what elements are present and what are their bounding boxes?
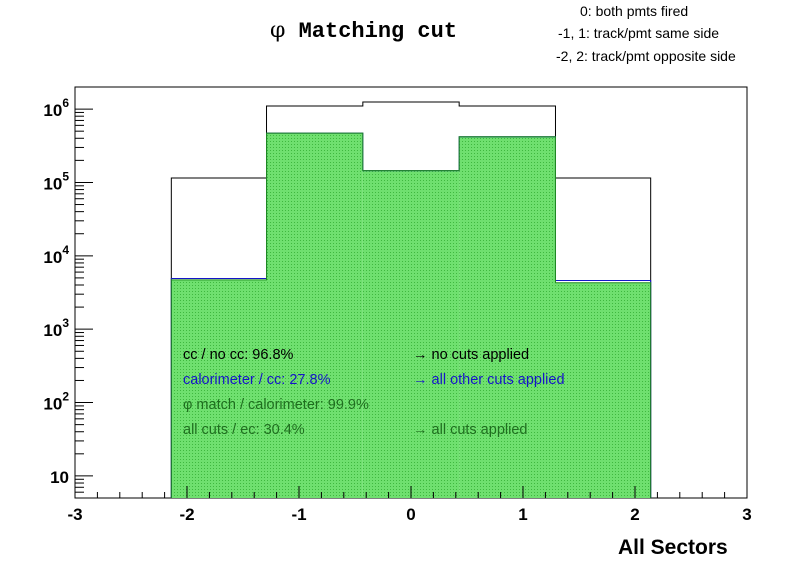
y-tick-label: 10 xyxy=(50,468,69,487)
legend-line-0: 0: both pmts fired xyxy=(580,3,689,19)
annotation-allcuts-left: all cuts / ec: 30.4% xyxy=(183,422,305,438)
title-text: Matching cut xyxy=(298,19,458,44)
legend-line-1: -1, 1: track/pmt same side xyxy=(558,25,720,41)
chart-title: φ Matching cut xyxy=(270,18,457,44)
x-tick-label: -1 xyxy=(291,505,306,524)
y-tick-label: 105 xyxy=(43,169,69,193)
annotation-allcuts-right: → all cuts applied xyxy=(413,422,528,438)
y-tick-label: 103 xyxy=(43,316,69,340)
x-tick-label: -2 xyxy=(179,505,194,524)
x-axis-title: All Sectors xyxy=(618,536,728,559)
legend-line-2: -2, 2: track/pmt opposite side xyxy=(556,48,736,64)
bar-fill-series-2-bin-3 xyxy=(459,136,556,499)
y-tick-label: 104 xyxy=(43,243,69,267)
annotation-calorimeter-right: → all other cuts applied xyxy=(413,372,565,388)
axis-layer: -3 -2 -1 0 1 2 3 10 102 103 104 105 106 xyxy=(43,86,752,524)
x-tick-label: 3 xyxy=(742,505,751,524)
title-phi-symbol: φ xyxy=(270,18,286,43)
annotation-cc-right: → no cuts applied xyxy=(413,347,530,363)
series-outline-2 xyxy=(170,132,652,498)
annotation-cc-left: cc / no cc: 96.8% xyxy=(183,347,294,363)
annotation-calorimeter-left: calorimeter / cc: 27.8% xyxy=(183,372,331,388)
series-outline-0 xyxy=(170,101,652,498)
x-tick-label: 0 xyxy=(406,505,415,524)
y-tick-label: 102 xyxy=(43,390,69,414)
y-tick-label: 106 xyxy=(43,96,69,120)
series-layer xyxy=(170,101,652,499)
bar-fill-series-2-bin-0 xyxy=(171,279,267,498)
x-tick-label: 2 xyxy=(630,505,639,524)
annotation-phi-match-left: φ match / calorimeter: 99.9% xyxy=(183,397,369,413)
x-tick-label: -3 xyxy=(67,505,82,524)
bar-fill-series-2-bin-2 xyxy=(362,170,460,498)
bar-fill-series-2-bin-4 xyxy=(555,282,651,498)
x-tick-label: 1 xyxy=(518,505,527,524)
bar-fill-series-2-bin-1 xyxy=(266,133,363,498)
